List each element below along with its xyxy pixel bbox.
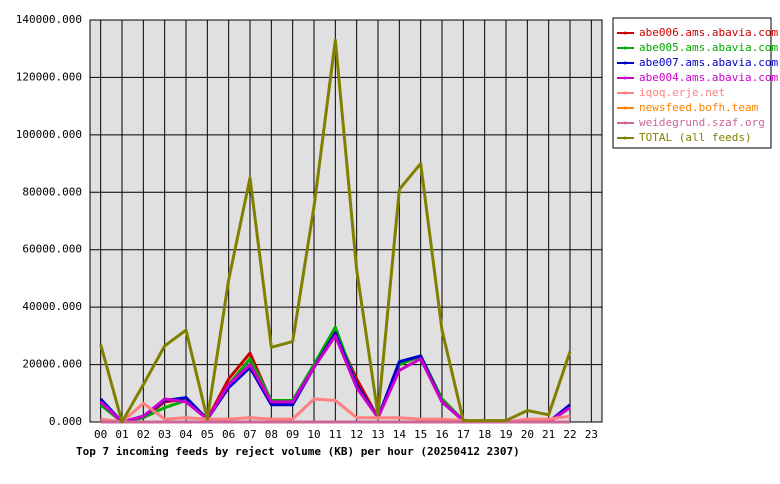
y-tick-label: 120000.000 xyxy=(16,70,82,83)
y-tick-label: 0.000 xyxy=(49,415,82,428)
legend-marker xyxy=(623,91,627,95)
x-tick-label: 08 xyxy=(265,428,278,441)
x-tick-label: 15 xyxy=(414,428,427,441)
x-tick-label: 06 xyxy=(222,428,235,441)
legend-label: iqoq.erje.net xyxy=(639,86,725,99)
legend-label: newsfeed.bofh.team xyxy=(639,101,759,114)
x-tick-label: 21 xyxy=(542,428,555,441)
x-tick-label: 16 xyxy=(435,428,448,441)
y-tick-label: 60000.000 xyxy=(22,243,82,256)
x-tick-label: 01 xyxy=(115,428,128,441)
x-tick-label: 05 xyxy=(201,428,214,441)
legend-label: abe004.ams.abavia.com xyxy=(639,71,778,84)
x-tick-label: 12 xyxy=(350,428,363,441)
legend-marker xyxy=(623,136,627,140)
x-tick-label: 04 xyxy=(179,428,193,441)
legend-label: abe005.ams.abavia.com xyxy=(639,41,778,54)
x-tick-label: 02 xyxy=(137,428,150,441)
legend-marker xyxy=(623,31,627,35)
y-tick-label: 100000.000 xyxy=(16,128,82,141)
x-tick-label: 11 xyxy=(329,428,342,441)
x-tick-label: 07 xyxy=(243,428,256,441)
legend-label: abe007.ams.abavia.com xyxy=(639,56,778,69)
legend-box xyxy=(612,17,772,149)
legend-marker xyxy=(623,46,627,50)
x-tick-label: 19 xyxy=(499,428,512,441)
y-tick-label: 140000.000 xyxy=(16,13,82,26)
x-tick-label: 20 xyxy=(521,428,534,441)
legend-label: TOTAL (all feeds) xyxy=(639,131,752,144)
y-tick-label: 80000.000 xyxy=(22,185,82,198)
legend-marker xyxy=(623,121,627,125)
x-tick-label: 09 xyxy=(286,428,299,441)
x-tick-label: 18 xyxy=(478,428,491,441)
series-line xyxy=(99,38,572,424)
x-tick-label: 22 xyxy=(563,428,576,441)
legend-marker xyxy=(623,106,627,110)
legend-label: abe006.ams.abavia.com xyxy=(639,26,778,39)
chart-title: Top 7 incoming feeds by reject volume (K… xyxy=(76,445,520,458)
legend-marker xyxy=(623,61,627,65)
x-tick-label: 13 xyxy=(371,428,384,441)
x-tick-label: 23 xyxy=(585,428,598,441)
x-tick-label: 00 xyxy=(94,428,107,441)
x-tick-label: 10 xyxy=(307,428,320,441)
x-tick-label: 14 xyxy=(393,428,407,441)
legend-label: weidegrund.szaf.org xyxy=(639,116,765,129)
y-tick-label: 20000.000 xyxy=(22,358,82,371)
x-tick-label: 17 xyxy=(457,428,470,441)
x-tick-label: 03 xyxy=(158,428,171,441)
y-tick-label: 40000.000 xyxy=(22,300,82,313)
legend-marker xyxy=(623,76,627,80)
